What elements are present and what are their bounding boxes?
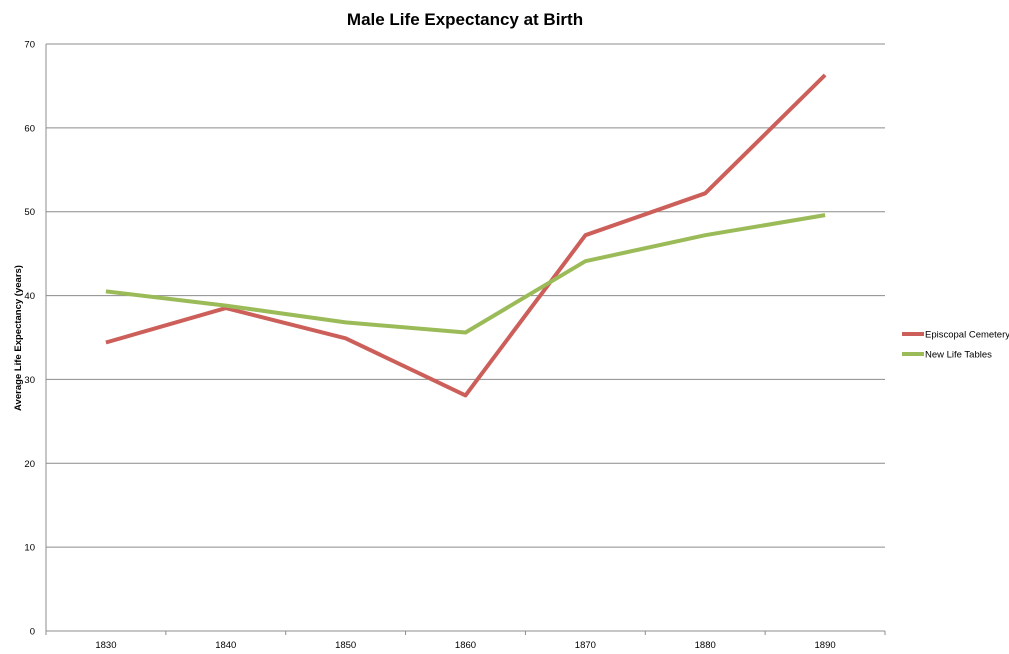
series-lines	[105, 73, 827, 398]
y-tick-label: 0	[30, 627, 35, 638]
series-line-2	[105, 213, 826, 335]
axes: 0 10 20 30 40 50 60 70 1830 1840 1850 1860 1870 1880 1…	[24, 40, 886, 651]
x-tick-label: 1860	[455, 640, 476, 651]
y-tick-label: 30	[24, 375, 35, 386]
x-tick-label: 1850	[335, 640, 356, 651]
x-tick-label: 1840	[215, 640, 236, 651]
y-tick-label: 70	[24, 40, 35, 51]
legend-label: New Life Tables	[925, 350, 992, 361]
gridlines	[46, 43, 885, 548]
y-axis-title: Average Life Expectancy (years)	[13, 265, 24, 411]
legend: Episcopal Cemetery New Life Tables	[902, 330, 1009, 361]
x-tick-label: 1890	[815, 640, 836, 651]
y-tick-label: 40	[24, 291, 35, 302]
x-tick-label: 1830	[95, 640, 116, 651]
y-tick-label: 60	[24, 123, 35, 134]
chart-title: Male Life Expectancy at Birth	[347, 10, 583, 29]
y-tick-label: 50	[24, 207, 35, 218]
y-tick-label: 20	[24, 459, 35, 470]
y-tick-label: 10	[24, 543, 35, 554]
x-tick-label: 1870	[575, 640, 596, 651]
legend-label: Episcopal Cemetery	[925, 330, 1009, 341]
x-tick-label: 1880	[695, 640, 716, 651]
series-line-1	[105, 73, 827, 398]
